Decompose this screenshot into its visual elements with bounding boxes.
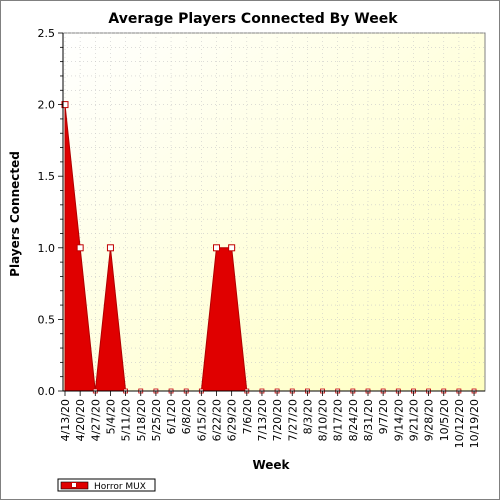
x-tick-label: 9/7/20 [377, 399, 390, 434]
x-tick-label: 5/4/20 [104, 399, 117, 434]
x-tick-label: 9/14/20 [392, 399, 405, 441]
x-tick-label: 6/1/20 [165, 399, 178, 434]
y-axis-title: Players Connected [8, 151, 22, 277]
x-tick-label: 5/25/20 [150, 399, 163, 441]
legend: Horror MUX [57, 478, 156, 492]
chart-title: Average Players Connected By Week [108, 11, 398, 27]
x-tick-label: 8/31/20 [362, 399, 375, 441]
y-tick-label: 1.0 [38, 242, 56, 255]
y-axis: 0.0 0.5 1.0 1.5 2.0 2.5 [38, 27, 64, 398]
x-tick-label: 4/20/20 [74, 399, 87, 441]
x-tick-label: 8/10/20 [317, 399, 330, 441]
x-axis: 4/13/20 4/20/20 4/27/20 5/4/20 5/11/20 5/18/2… [59, 390, 485, 448]
x-tick-label: 8/24/20 [347, 399, 360, 441]
x-tick-label: 7/27/20 [286, 399, 299, 441]
y-tick-label: 2.5 [38, 27, 56, 40]
x-tick-label: 10/19/20 [468, 399, 481, 448]
x-tick-label: 6/8/20 [180, 399, 193, 434]
data-point [228, 244, 236, 252]
x-tick-label: 7/13/20 [256, 399, 269, 441]
x-axis-title: Week [252, 458, 290, 472]
x-tick-label: 9/21/20 [407, 399, 420, 441]
x-tick-label: 7/6/20 [241, 399, 254, 434]
plot-area [62, 32, 486, 392]
x-tick-label: 6/15/20 [195, 399, 208, 441]
x-tick-label: 5/11/20 [120, 399, 133, 441]
data-point [213, 244, 220, 252]
legend-marker [71, 482, 77, 488]
data-point [106, 244, 114, 252]
y-tick-label: 0.5 [38, 313, 56, 326]
x-tick-label: 4/13/20 [59, 399, 72, 441]
y-tick-label: 0.0 [38, 385, 56, 398]
y-tick-label: 2.0 [38, 99, 56, 112]
x-tick-label: 8/17/20 [332, 399, 345, 441]
x-tick-label: 10/5/20 [438, 399, 451, 441]
x-tick-label: 9/28/20 [423, 399, 436, 441]
legend-label: Horror MUX [94, 482, 146, 492]
x-tick-label: 6/29/20 [226, 399, 239, 441]
y-tick-label: 1.5 [38, 170, 56, 183]
x-tick-label: 10/12/20 [453, 399, 466, 448]
x-tick-label: 4/27/20 [89, 399, 102, 441]
x-tick-label: 8/3/20 [301, 399, 314, 434]
x-tick-label: 6/22/20 [211, 399, 224, 441]
x-tick-label: 5/18/20 [135, 399, 148, 441]
x-tick-label: 7/20/20 [271, 399, 284, 441]
data-point [76, 244, 84, 252]
